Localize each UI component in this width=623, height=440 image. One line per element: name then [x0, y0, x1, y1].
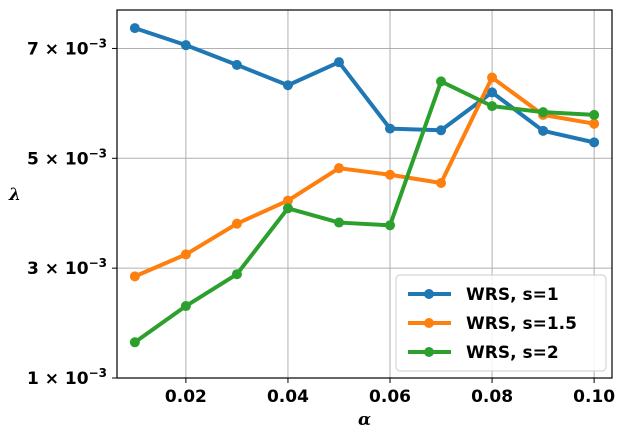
x-tick-label: 0.02 [165, 387, 207, 407]
data-point [385, 169, 396, 180]
data-point [436, 76, 447, 87]
data-point [129, 337, 140, 348]
data-point [282, 195, 293, 206]
x-tick-label: 0.08 [471, 387, 513, 407]
legend-box [395, 274, 607, 372]
data-point [231, 269, 242, 280]
data-point [282, 80, 293, 91]
data-point [385, 220, 396, 231]
data-point [589, 109, 600, 120]
data-point [487, 101, 498, 112]
data-point [180, 40, 191, 51]
legend-marker [424, 289, 434, 299]
data-point [129, 23, 140, 34]
data-point [589, 137, 600, 148]
y-tick-label: 5 × 10−3 [27, 146, 107, 169]
data-point [385, 123, 396, 134]
y-tick-label: 7 × 10−3 [27, 36, 107, 59]
data-point [589, 118, 600, 129]
data-point [333, 57, 344, 68]
data-point [436, 125, 447, 136]
data-point [436, 178, 447, 189]
legend-marker [424, 318, 434, 328]
x-tick-label: 0.06 [369, 387, 411, 407]
series-group [129, 23, 600, 348]
legend-label: WRS, s=1 [466, 285, 559, 305]
legend-label: WRS, s=2 [466, 343, 559, 363]
y-axis: 1 × 10−3 3 × 10−3 5 × 10−3 7 × 10−3 [27, 36, 117, 389]
x-tick-label: 0.04 [267, 387, 309, 407]
y-axis-label: λ [8, 185, 21, 205]
legend-marker [424, 347, 434, 357]
data-point [538, 107, 549, 118]
legend-label: WRS, s=1.5 [466, 314, 577, 334]
plot-frame [116, 9, 613, 379]
data-point [180, 301, 191, 312]
legend: WRS, s=1 WRS, s=1.5 WRS, s=2 [395, 274, 607, 372]
data-point [487, 72, 498, 83]
data-point [231, 59, 242, 70]
y-tick-label: 3 × 10−3 [27, 256, 107, 279]
data-point [538, 125, 549, 136]
data-point [333, 217, 344, 228]
data-point [282, 203, 293, 214]
data-point [333, 163, 344, 174]
data-point [231, 218, 242, 229]
y-tick-label: 1 × 10−3 [27, 366, 107, 389]
series-line-3 [132, 79, 597, 345]
series-line-2 [132, 75, 597, 279]
data-point [487, 87, 498, 98]
series-line-1 [132, 26, 597, 145]
data-point [129, 271, 140, 282]
x-tick-label: 0.10 [573, 387, 615, 407]
x-axis-label: α [358, 410, 371, 430]
x-axis: 0.02 0.04 0.06 0.08 0.10 [165, 378, 615, 407]
data-point [180, 249, 191, 260]
